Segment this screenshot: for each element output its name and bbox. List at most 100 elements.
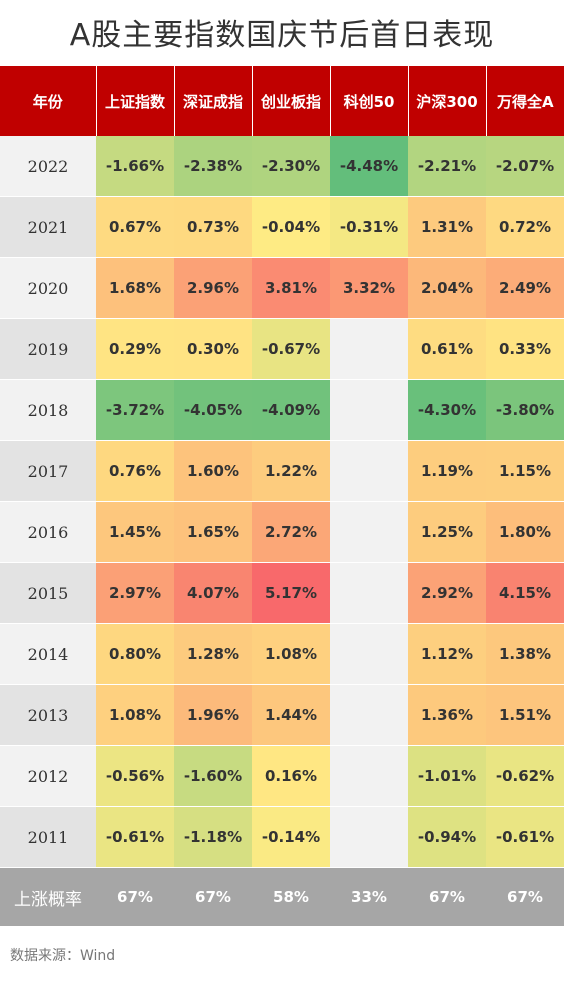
heatmap-cell: 2.04% (408, 257, 486, 319)
heatmap-cell: 2.92% (408, 562, 486, 624)
heatmap-cell: -1.60% (174, 745, 252, 807)
empty-cell (330, 440, 408, 502)
empty-cell (330, 501, 408, 563)
row-year-label: 2014 (0, 623, 96, 685)
heatmap-cell: 1.68% (96, 257, 174, 319)
header-col-5: 万得全A (486, 66, 564, 136)
heatmap-cell: -2.30% (252, 136, 330, 197)
heatmap-cell: -0.04% (252, 196, 330, 258)
heatmap-cell: 1.80% (486, 501, 564, 563)
empty-cell (330, 562, 408, 624)
header-row: 年份 上证指数 深证成指 创业板指 科创50 沪深300 万得全A (0, 66, 564, 136)
heatmap-cell: 1.08% (96, 684, 174, 746)
header-col-1: 深证成指 (174, 66, 253, 136)
heatmap-cell: -0.67% (252, 318, 330, 380)
footer-row: 上涨概率 67% 67% 58% 33% 67% 67% (0, 867, 564, 926)
footer-value-5: 67% (486, 867, 564, 926)
heatmap-cell: 2.72% (252, 501, 330, 563)
heatmap-cell: 1.12% (408, 623, 486, 685)
heatmap-cell: 1.31% (408, 196, 486, 258)
row-year-label: 2016 (0, 501, 96, 563)
header-col-0: 上证指数 (96, 66, 175, 136)
table-row: 2012 -0.56% -1.60% 0.16% -1.01% -0.62% (0, 745, 564, 807)
heatmap-cell: -4.30% (408, 379, 486, 441)
heatmap-cell: 1.38% (486, 623, 564, 685)
row-year-label: 2020 (0, 257, 96, 319)
heatmap-cell: 1.25% (408, 501, 486, 563)
table-row: 2016 1.45% 1.65% 2.72% 1.25% 1.80% (0, 501, 564, 563)
heatmap-cell: 0.67% (96, 196, 174, 258)
heatmap-cell: 0.80% (96, 623, 174, 685)
footer-value-1: 67% (174, 867, 252, 926)
empty-cell (330, 318, 408, 380)
heatmap-cell: -2.21% (408, 136, 486, 197)
heatmap-cell: -4.05% (174, 379, 252, 441)
heatmap-table: 年份 上证指数 深证成指 创业板指 科创50 沪深300 万得全A 2022 -1… (0, 66, 564, 926)
heatmap-cell: 0.76% (96, 440, 174, 502)
heatmap-cell: 0.72% (486, 196, 564, 258)
heatmap-cell: 3.81% (252, 257, 330, 319)
heatmap-cell: 1.51% (486, 684, 564, 746)
heatmap-cell: 5.17% (252, 562, 330, 624)
heatmap-cell: 0.61% (408, 318, 486, 380)
heatmap-cell: -0.61% (96, 806, 174, 868)
heatmap-cell: -1.01% (408, 745, 486, 807)
footer-value-0: 67% (96, 867, 174, 926)
table-row: 2022 -1.66% -2.38% -2.30% -4.48% -2.21% -2.07% (0, 136, 564, 197)
chart-title: A股主要指数国庆节后首日表现 (69, 18, 495, 53)
heatmap-cell: 0.30% (174, 318, 252, 380)
empty-cell (330, 745, 408, 807)
heatmap-cell: 1.36% (408, 684, 486, 746)
empty-cell (330, 623, 408, 685)
heatmap-cell: -1.18% (174, 806, 252, 868)
heatmap-cell: 1.96% (174, 684, 252, 746)
heatmap-cell: -2.07% (486, 136, 564, 197)
table-row: 2020 1.68% 2.96% 3.81% 3.32% 2.04% 2.49% (0, 257, 564, 319)
heatmap-cell: 2.96% (174, 257, 252, 319)
heatmap-cell: 0.33% (486, 318, 564, 380)
heatmap-cell: -4.09% (252, 379, 330, 441)
table-row: 2014 0.80% 1.28% 1.08% 1.12% 1.38% (0, 623, 564, 685)
heatmap-cell: 0.73% (174, 196, 252, 258)
row-year-label: 2018 (0, 379, 96, 441)
heatmap-cell: 4.15% (486, 562, 564, 624)
empty-cell (330, 806, 408, 868)
header-year: 年份 (0, 66, 97, 136)
row-year-label: 2021 (0, 196, 96, 258)
heatmap-cell: 1.08% (252, 623, 330, 685)
heatmap-cell: 1.45% (96, 501, 174, 563)
row-year-label: 2019 (0, 318, 96, 380)
heatmap-body: 2022 -1.66% -2.38% -2.30% -4.48% -2.21% -2.07%… (0, 136, 564, 868)
row-year-label: 2013 (0, 684, 96, 746)
header-col-2: 创业板指 (252, 66, 331, 136)
heatmap-cell: 0.16% (252, 745, 330, 807)
table-row: 2013 1.08% 1.96% 1.44% 1.36% 1.51% (0, 684, 564, 746)
table-row: 2011 -0.61% -1.18% -0.14% -0.94% -0.61% (0, 806, 564, 868)
heatmap-cell: 2.97% (96, 562, 174, 624)
footer-value-3: 33% (330, 867, 408, 926)
heatmap-cell: 1.28% (174, 623, 252, 685)
row-year-label: 2017 (0, 440, 96, 502)
heatmap-cell: 2.49% (486, 257, 564, 319)
source-note: 数据来源：Wind (10, 948, 116, 964)
row-year-label: 2015 (0, 562, 96, 624)
heatmap-cell: -0.62% (486, 745, 564, 807)
heatmap-cell: -0.56% (96, 745, 174, 807)
row-year-label: 2011 (0, 806, 96, 868)
header-col-3: 科创50 (330, 66, 409, 136)
heatmap-cell: 1.15% (486, 440, 564, 502)
heatmap-cell: -0.31% (330, 196, 408, 258)
heatmap-cell: 1.19% (408, 440, 486, 502)
footer-value-2: 58% (252, 867, 330, 926)
row-year-label: 2012 (0, 745, 96, 807)
heatmap-cell: 1.22% (252, 440, 330, 502)
table-row: 2021 0.67% 0.73% -0.04% -0.31% 1.31% 0.72% (0, 196, 564, 258)
table-row: 2019 0.29% 0.30% -0.67% 0.61% 0.33% (0, 318, 564, 380)
footer-value-4: 67% (408, 867, 486, 926)
heatmap-cell: 1.65% (174, 501, 252, 563)
empty-cell (330, 379, 408, 441)
heatmap-cell: -2.38% (174, 136, 252, 197)
table-row: 2018 -3.72% -4.05% -4.09% -4.30% -3.80% (0, 379, 564, 441)
heatmap-cell: 3.32% (330, 257, 408, 319)
heatmap-cell: 1.60% (174, 440, 252, 502)
